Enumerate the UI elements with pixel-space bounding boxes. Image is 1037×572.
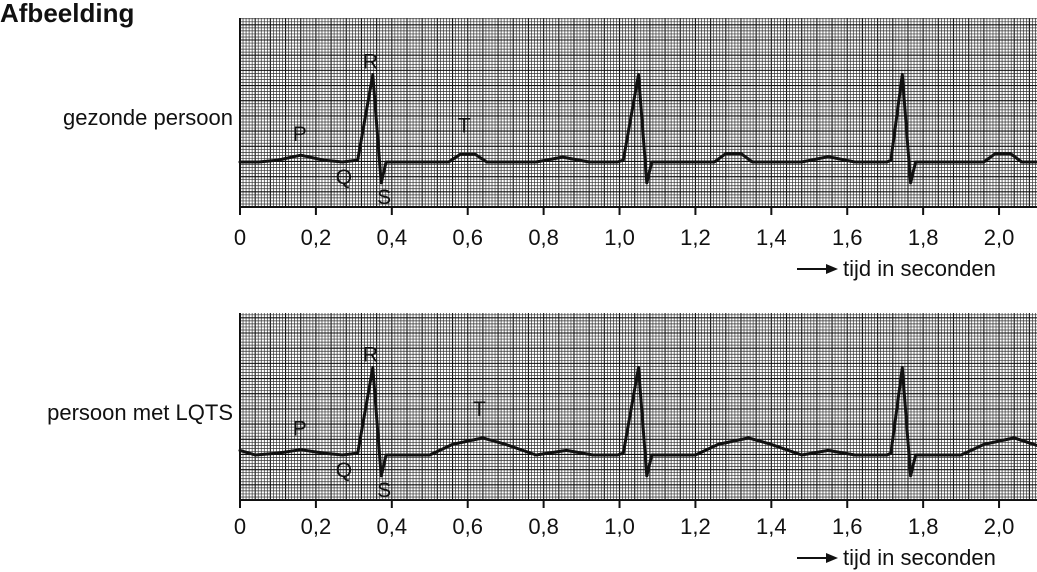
wave-label-s: S: [377, 186, 391, 209]
x-tick-labels-healthy: 0 0,2 0,4 0,6 0,8 1,0 1,2 1,4 1,6 1,8 2,0: [234, 207, 1014, 250]
x-tick-label: 1,6: [832, 225, 863, 250]
arrow-head-icon: [826, 264, 838, 274]
series-label-lqts: persoon met LQTS: [47, 400, 233, 425]
ecg-chart-lqts: persoon met LQTS 0 0,2 0,4 0,6 0,8 1,0 1,2 1,4 1…: [47, 313, 1037, 570]
x-tick-label: 0,2: [301, 225, 332, 250]
wave-label-p: P: [293, 418, 307, 441]
x-tick-label: 0,8: [528, 514, 559, 539]
x-axis-caption-healthy: tijd in seconden: [797, 256, 996, 281]
ecg-trace-lqts: [238, 366, 1037, 478]
x-tick-label: 1,0: [604, 225, 635, 250]
x-tick-label: 1,6: [832, 514, 863, 539]
x-tick-label: 0,4: [377, 514, 408, 539]
x-tick-label: 0,4: [377, 225, 408, 250]
wave-labels-lqts: P Q R S T: [293, 344, 486, 502]
x-tick-label: 0,8: [528, 225, 559, 250]
wave-label-t: T: [458, 114, 471, 137]
ecg-grid-lqts: [239, 313, 1037, 501]
x-tick-label: 0: [234, 225, 246, 250]
wave-label-s: S: [377, 479, 391, 502]
x-tick-label: 0,2: [301, 514, 332, 539]
x-tick-label: 1,2: [680, 225, 711, 250]
ecg-grid-healthy: [239, 18, 1037, 208]
x-tick-label: 1,4: [756, 225, 787, 250]
ecg-chart-healthy: gezonde persoon 0 0,2 0,4 0,6 0,8 1,0 1,2 1,4 1,…: [63, 18, 1037, 281]
wave-label-t: T: [473, 398, 486, 421]
x-axis-label-lqts: tijd in seconden: [843, 545, 996, 570]
wave-label-r: R: [363, 344, 378, 367]
series-label-healthy: gezonde persoon: [63, 105, 233, 130]
wave-label-q: Q: [336, 459, 352, 482]
wave-label-q: Q: [336, 166, 352, 189]
x-tick-label: 0,6: [452, 225, 483, 250]
arrow-head-icon: [826, 553, 838, 563]
x-tick-label: 1,0: [604, 514, 635, 539]
x-tick-label: 1,2: [680, 514, 711, 539]
x-tick-label: 1,4: [756, 514, 787, 539]
x-tick-label: 1,8: [908, 514, 939, 539]
ecg-trace-healthy: [238, 73, 1037, 185]
x-axis-caption-lqts: tijd in seconden: [797, 545, 996, 570]
x-tick-label: 0,6: [452, 514, 483, 539]
wave-labels-healthy: P Q R S T: [293, 51, 471, 209]
wave-label-p: P: [293, 123, 307, 146]
x-tick-labels-lqts: 0 0,2 0,4 0,6 0,8 1,0 1,2 1,4 1,6 1,8 2,0: [234, 500, 1014, 539]
x-tick-label: 1,8: [908, 225, 939, 250]
x-tick-label: 2,0: [984, 514, 1015, 539]
wave-label-r: R: [363, 51, 378, 74]
x-axis-label-healthy: tijd in seconden: [843, 256, 996, 281]
x-tick-label: 0: [234, 514, 246, 539]
x-tick-label: 2,0: [984, 225, 1015, 250]
figure-title: Afbeelding: [0, 0, 134, 28]
